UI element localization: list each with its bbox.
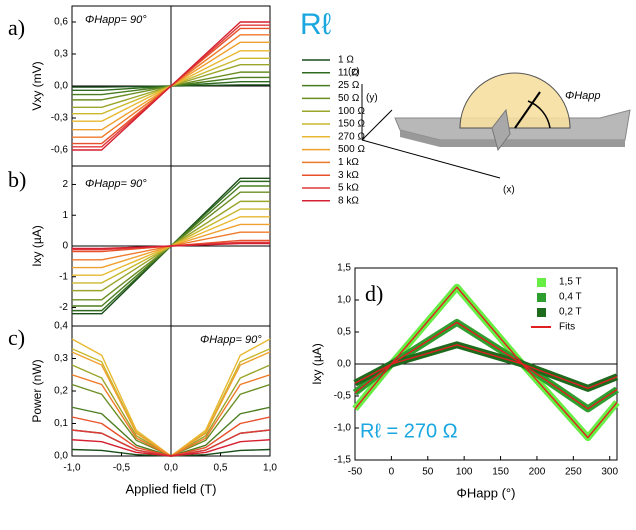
x-tick-label: -50 [348, 467, 363, 478]
y-tick-label: 0,0 [54, 81, 68, 92]
y-tick-label: 0,6 [54, 17, 68, 28]
legend-swatch [537, 278, 546, 287]
legend-label: 0,2 T [559, 307, 582, 318]
legend-label: 270 Ω [338, 131, 365, 142]
x-axis-label: Applied field (T) [125, 481, 216, 496]
y-tick-label: -0,5 [334, 391, 352, 402]
legend-label: 150 Ω [338, 119, 365, 130]
legend-label: 500 Ω [338, 144, 365, 155]
legend-label: 1,5 T [559, 277, 582, 288]
data-line [72, 21, 270, 151]
data-line [71, 439, 271, 457]
legend-title: Rℓ [300, 8, 332, 41]
angle-label: ΦHapp [565, 90, 601, 102]
y-axis-label: Power (nW) [30, 359, 44, 422]
x-tick-label: 150 [492, 467, 509, 478]
y-tick-label: 0 [62, 241, 68, 252]
x-tick-label: 100 [456, 467, 473, 478]
x-tick-label: 0,5 [214, 463, 228, 474]
y-axis-label: Ixy (µA) [310, 343, 324, 385]
y-tick-label: 0,5 [337, 327, 351, 338]
data-line [354, 286, 618, 439]
legend-swatch [537, 308, 546, 317]
y-tick-label: -0,6 [51, 145, 69, 156]
x-axis-label: ΦHapp (°) [457, 485, 516, 500]
y-tick-label: 1,0 [337, 295, 351, 306]
panel-label: c) [8, 325, 25, 350]
panel-label: b) [8, 167, 26, 192]
y-tick-label: 0,4 [54, 321, 68, 332]
data-line [72, 242, 270, 250]
y-tick-label: 0,0 [54, 451, 68, 462]
y-axis-label: Ixy (µA) [30, 225, 44, 267]
x-tick-label: 250 [565, 467, 582, 478]
y-tick-label: 0,1 [54, 418, 68, 429]
legend-label: 100 Ω [338, 106, 365, 117]
y-tick-label: 0,2 [54, 386, 68, 397]
annotation: ΦHapp= 90° [85, 14, 147, 26]
y-tick-label: 0,3 [54, 353, 68, 364]
legend-label: 11 Ω [338, 67, 359, 78]
y-tick-label: -1,5 [334, 455, 352, 466]
panel-label: d) [365, 281, 383, 306]
x-tick-label: 200 [529, 467, 546, 478]
x-tick-label: -0,5 [113, 463, 131, 474]
y-tick-label: 1 [62, 210, 68, 221]
legend-swatch [537, 293, 546, 302]
legend-label: 3 kΩ [338, 170, 359, 181]
axis-label: (z) [348, 67, 360, 78]
sample-diagram: (z) (y) (x) ΦHapp [348, 67, 631, 196]
legend-label: 1 kΩ [338, 157, 359, 168]
axis-label: (y) [366, 93, 378, 104]
x-tick-label: 300 [601, 467, 618, 478]
data-line [354, 321, 618, 410]
y-tick-label: -1,0 [334, 423, 352, 434]
data-line [353, 341, 619, 392]
x-tick-label: -1,0 [63, 463, 81, 474]
legend-label: 25 Ω [338, 80, 360, 91]
legend-label: 50 Ω [338, 93, 360, 104]
data-line [354, 344, 618, 390]
y-tick-label: 1,5 [337, 263, 351, 274]
legend-label: 5 kΩ [338, 183, 359, 194]
annotation: ΦHapp= 90° [200, 334, 262, 346]
y-tick-label: -1 [59, 271, 68, 282]
axis-label: (x) [503, 185, 515, 196]
y-tick-label: -2 [59, 302, 68, 313]
legend-label: 1 Ω [338, 55, 354, 66]
annotation: ΦHapp= 90° [85, 178, 147, 190]
legend-label: 0,4 T [559, 292, 582, 303]
x-tick-label: 1,0 [263, 463, 277, 474]
x-tick-label: 0,0 [164, 463, 178, 474]
y-tick-label: 0,3 [54, 49, 68, 60]
x-tick-label: 50 [422, 467, 434, 478]
y-tick-label: 2 [62, 179, 68, 190]
annotation: Rℓ = 270 Ω [360, 420, 458, 442]
legend-label: 8 kΩ [338, 195, 359, 206]
x-tick-label: 0 [389, 467, 395, 478]
y-tick-label: 0,0 [337, 359, 351, 370]
panel-label: a) [8, 15, 25, 40]
y-axis-label: Vxy (mV) [30, 61, 44, 110]
legend-label: Fits [559, 322, 575, 333]
y-tick-label: -0,3 [51, 113, 69, 124]
